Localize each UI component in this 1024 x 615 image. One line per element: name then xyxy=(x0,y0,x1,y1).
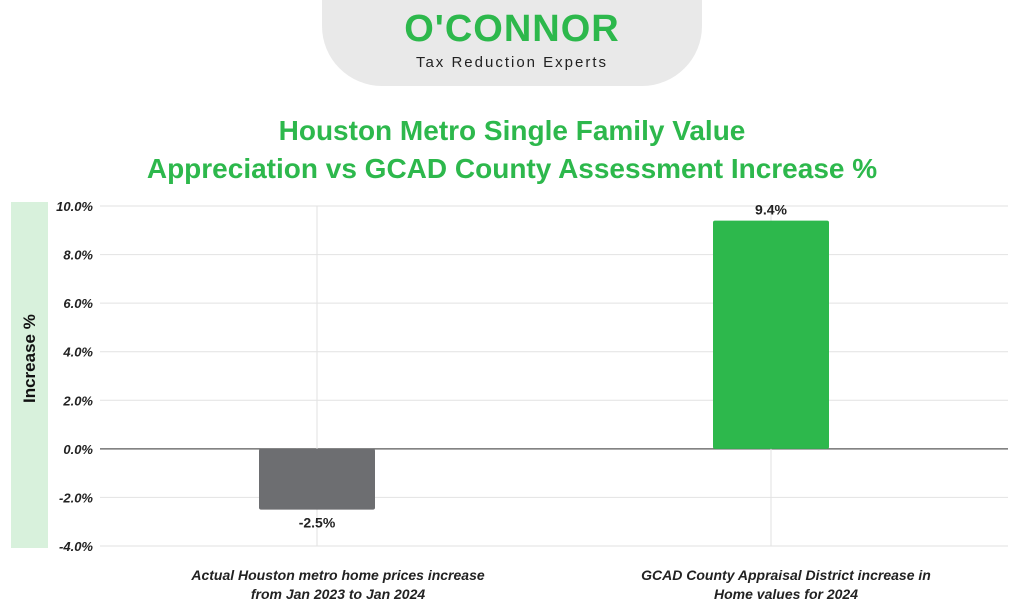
category-label-actual: Actual Houston metro home prices increas… xyxy=(191,567,485,602)
category-label-gcad: GCAD County Appraisal District increase … xyxy=(641,567,931,602)
data-label: 9.4% xyxy=(755,202,787,218)
y-tick-label: -2.0% xyxy=(59,490,93,505)
bar xyxy=(259,448,375,510)
y-tick-label: 6.0% xyxy=(63,296,93,311)
chart-title-line-2: Appreciation vs GCAD County Assessment I… xyxy=(146,153,878,184)
chart-title: Houston Metro Single Family Value Apprec… xyxy=(0,112,1024,188)
y-tick-label: 0.0% xyxy=(63,442,93,457)
chart-title-line-1: Houston Metro Single Family Value xyxy=(278,115,746,146)
y-axis-label-background xyxy=(11,202,48,548)
data-label: -2.5% xyxy=(299,515,336,531)
y-tick-label: 2.0% xyxy=(62,393,93,408)
bar xyxy=(713,220,829,449)
y-tick-label: -4.0% xyxy=(59,539,93,554)
logo-background xyxy=(322,0,702,86)
y-tick-label: 8.0% xyxy=(63,248,93,263)
y-tick-label: 10.0% xyxy=(56,199,93,214)
logo-tagline: Tax Reduction Experts xyxy=(415,54,609,71)
logo-name: O'CONNOR xyxy=(404,8,620,50)
y-tick-label: 4.0% xyxy=(62,345,93,360)
